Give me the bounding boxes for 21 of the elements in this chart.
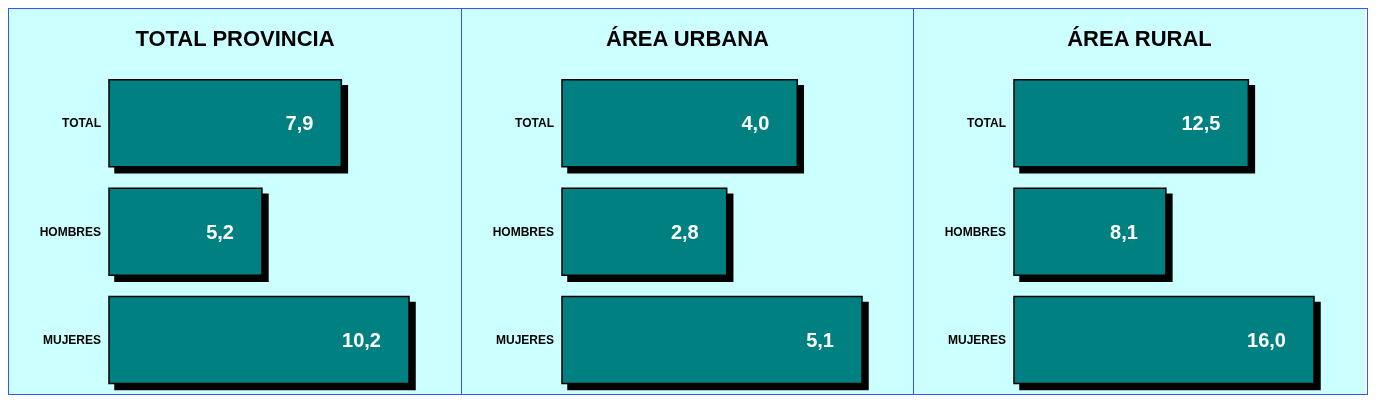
y-tick-label: HOMBRES [39,224,101,239]
data-label: 5,1 [806,329,834,352]
data-label: 12,5 [1181,112,1221,135]
data-label: 8,1 [1110,220,1138,243]
y-tick-label: TOTAL [62,116,101,131]
data-label: 4,0 [741,112,770,135]
chart-title: TOTAL PROVINCIA [134,25,336,53]
data-label: 10,2 [342,329,381,352]
data-label: 5,2 [206,220,234,243]
chart-title: ÁREA RURAL [1066,25,1213,53]
y-tick-label: MUJERES [495,333,554,348]
y-tick-label: HOMBRES [944,224,1006,239]
y-tick-label: MUJERES [42,333,101,348]
y-tick-label: MUJERES [947,333,1006,348]
y-tick-label: HOMBRES [492,224,554,239]
chart-title: ÁREA URBANA [605,25,770,53]
data-label: 7,9 [285,112,314,135]
data-label: 2,8 [670,220,699,243]
y-tick-label: TOTAL [515,116,554,131]
data-label: 16,0 [1247,329,1286,352]
y-tick-label: TOTAL [967,116,1006,131]
